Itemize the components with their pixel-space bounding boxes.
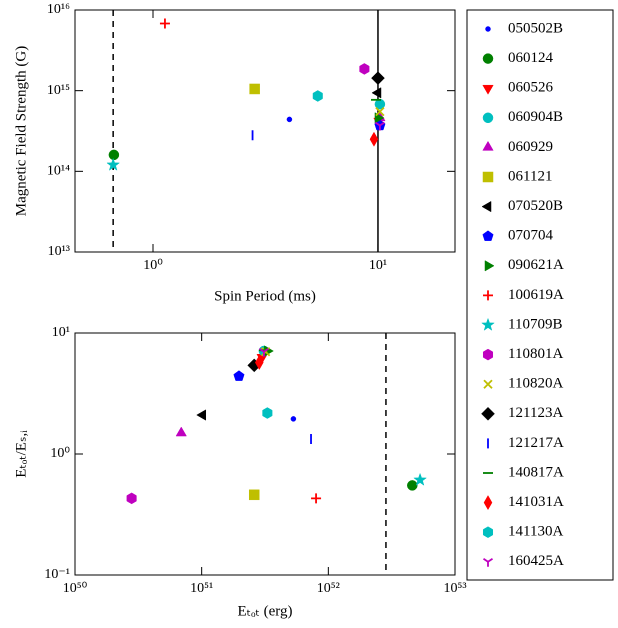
data-point xyxy=(126,492,137,505)
data-point xyxy=(262,407,273,419)
legend-label: 160425A xyxy=(508,553,564,569)
legend-marker xyxy=(481,200,492,213)
legend-marker xyxy=(482,84,494,95)
legend-label: 060904B xyxy=(508,109,563,125)
legend-marker xyxy=(483,558,493,567)
y-axis-label: Eₜₒₜ/Eₛ,ᵢ xyxy=(13,430,29,478)
data-point xyxy=(375,106,385,117)
data-point xyxy=(254,355,264,371)
x-tick-label: 10⁵³ xyxy=(443,581,466,596)
data-point xyxy=(290,416,297,422)
x-tick-label: 10⁰ xyxy=(143,258,163,273)
legend-marker xyxy=(482,53,494,64)
legend-label: 090621A xyxy=(508,257,564,273)
legend-label: 140817A xyxy=(508,464,564,480)
y-tick-label: 10¹ xyxy=(52,325,70,340)
legend-label: 060526 xyxy=(508,80,554,96)
legend-label: 050502B xyxy=(508,20,563,36)
data-point xyxy=(159,18,170,29)
legend-marker xyxy=(481,406,495,421)
legend-marker xyxy=(483,495,493,511)
data-point xyxy=(106,157,121,171)
data-point xyxy=(369,131,379,147)
legend-label: 060124 xyxy=(508,50,554,66)
data-point xyxy=(175,426,187,437)
legend-marker xyxy=(482,348,494,361)
x-tick-label: 10⁵² xyxy=(317,581,340,596)
y-axis-label: Magnetic Field Strength (G) xyxy=(13,46,29,216)
data-point xyxy=(371,71,385,85)
y-tick-label: 10¹³ xyxy=(48,244,70,259)
data-point xyxy=(407,480,418,491)
data-point xyxy=(196,409,207,421)
data-point xyxy=(249,83,260,95)
legend-label: 110709B xyxy=(508,316,562,332)
legend-label: 100619A xyxy=(508,287,564,303)
legend-marker xyxy=(482,140,494,151)
y-tick-label: 10⁻¹ xyxy=(44,567,70,582)
plot-frame xyxy=(74,9,456,253)
legend-marker xyxy=(482,230,494,241)
legend-label: 070704 xyxy=(508,228,554,244)
data-point xyxy=(311,493,322,504)
legend-label: 110820A xyxy=(508,376,563,392)
legend-marker xyxy=(482,171,494,183)
legend-label: 121123A xyxy=(508,405,563,421)
data-point xyxy=(233,370,245,381)
legend-marker xyxy=(485,26,491,32)
legend-marker xyxy=(481,317,495,331)
legend-label: 070520B xyxy=(508,198,563,214)
x-tick-label: 10⁵¹ xyxy=(190,581,213,596)
legend-marker xyxy=(483,290,493,301)
x-axis-label: Spin Period (ms) xyxy=(214,288,316,304)
legend-marker xyxy=(482,112,494,124)
x-tick-label: 10⁵⁰ xyxy=(63,581,88,596)
y-tick-label: 10⁰ xyxy=(50,446,70,461)
legend-label: 110801A xyxy=(508,346,563,362)
y-tick-label: 10¹⁶ xyxy=(47,2,70,17)
legend-marker xyxy=(482,526,494,538)
legend-marker xyxy=(484,260,495,272)
x-axis-label: Eₜₒₜ (erg) xyxy=(238,603,293,619)
data-point xyxy=(413,472,427,486)
legend-label: 121217A xyxy=(508,435,564,451)
data-point xyxy=(248,489,260,501)
legend-label: 061121 xyxy=(508,168,552,184)
legend-label: 060929 xyxy=(508,139,553,155)
x-tick-label: 10¹ xyxy=(369,258,387,273)
data-point xyxy=(359,63,370,75)
data-point xyxy=(371,87,382,99)
legend-label: 141031A xyxy=(508,494,564,510)
data-point xyxy=(286,116,293,123)
data-point xyxy=(258,347,269,357)
data-point xyxy=(108,149,120,161)
legend-label: 141130A xyxy=(508,524,563,540)
y-tick-label: 10¹⁴ xyxy=(47,164,70,179)
data-point xyxy=(312,90,323,102)
data-point xyxy=(374,121,385,131)
y-tick-label: 10¹⁵ xyxy=(47,83,70,98)
plot-frame xyxy=(74,332,456,576)
legend-marker xyxy=(483,379,493,389)
